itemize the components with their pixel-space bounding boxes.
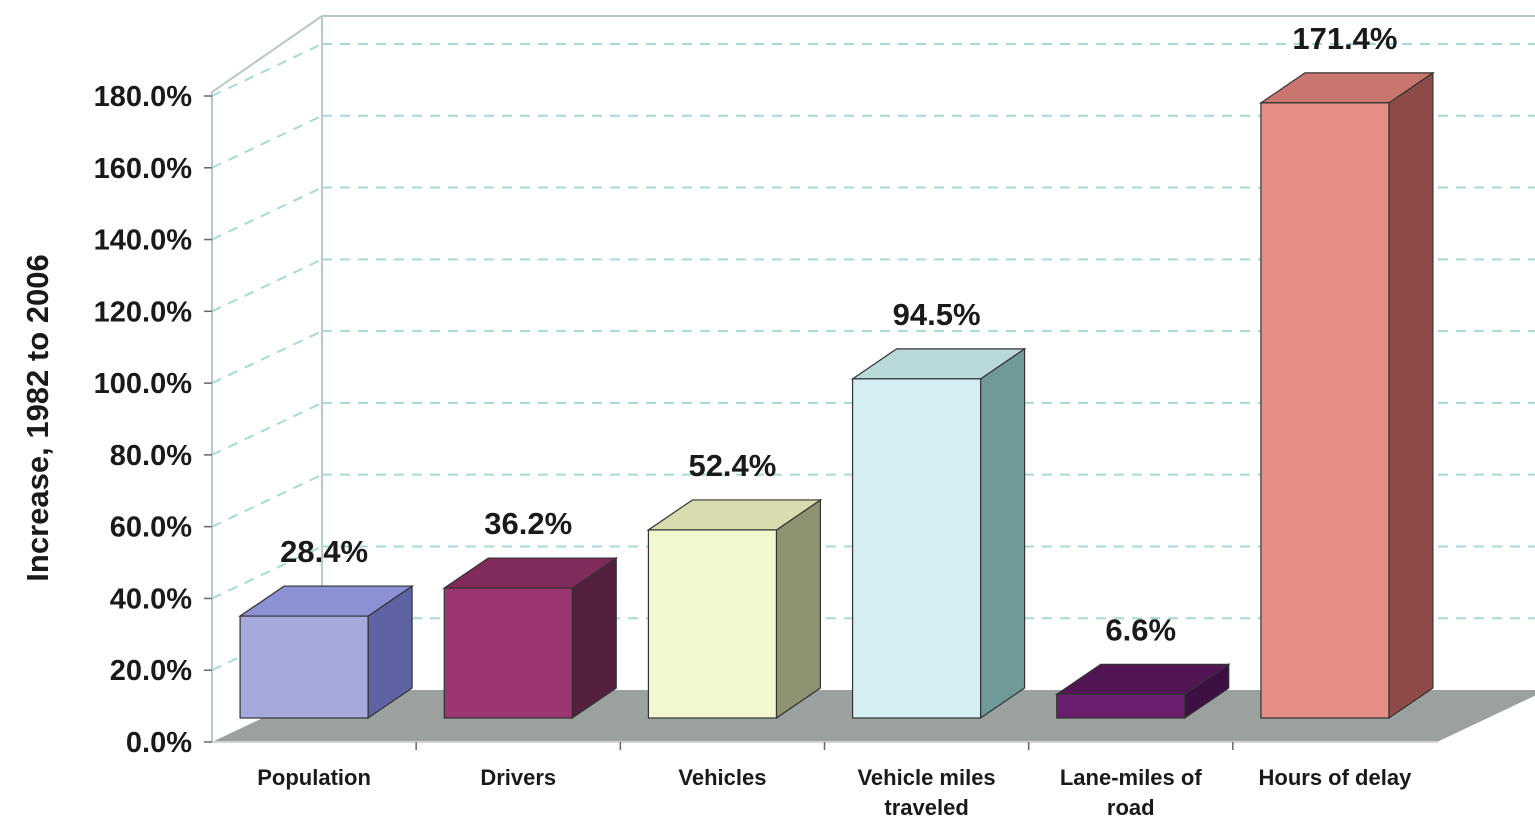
bar-front <box>1260 102 1390 719</box>
x-category-label: road <box>1107 795 1155 820</box>
side-gridline <box>211 186 323 241</box>
y-tick-label: 120.0% <box>94 296 193 328</box>
left-wall-edge <box>211 15 323 742</box>
bar <box>1054 663 1231 720</box>
bar-front <box>239 615 369 719</box>
bar-side <box>1388 71 1434 720</box>
chart-walls <box>211 15 1535 742</box>
side-gridline <box>211 330 323 385</box>
data-label: 52.4% <box>688 448 776 483</box>
y-axis-ticks: 0.0% 20.0% 40.0% 60.0% 80.0% 100.0% 120.0% 140.… <box>94 81 212 759</box>
data-labels: 28.4% 36.2% 52.4% 94.5% 6.6% 171.4% <box>280 21 1397 647</box>
bar-front <box>1056 693 1186 719</box>
bar-side <box>775 498 822 720</box>
x-category-label: Drivers <box>480 765 556 790</box>
side-gridline <box>211 43 323 97</box>
bar <box>238 584 415 720</box>
bar-front <box>443 587 573 719</box>
x-category-label: Population <box>257 765 371 790</box>
y-tick-label: 0.0% <box>126 727 192 759</box>
bar <box>442 556 619 720</box>
bar-side <box>979 347 1026 720</box>
x-category-label: traveled <box>884 795 968 820</box>
bar-front <box>647 529 778 719</box>
side-gridline <box>211 545 323 600</box>
bar <box>1258 71 1435 720</box>
side-gridline <box>211 258 323 313</box>
bars <box>238 71 1435 720</box>
y-tick-label: 40.0% <box>110 583 192 615</box>
bar-front <box>851 378 982 719</box>
side-gridline <box>211 473 323 528</box>
x-category-label: Hours of delay <box>1259 765 1413 790</box>
y-tick-label: 100.0% <box>94 368 193 400</box>
data-label: 36.2% <box>484 506 572 541</box>
data-label: 28.4% <box>280 534 368 569</box>
data-label: 6.6% <box>1105 612 1176 647</box>
y-tick-label: 140.0% <box>94 225 193 257</box>
bar <box>850 347 1027 720</box>
side-gridline <box>211 401 323 456</box>
data-label: 171.4% <box>1292 21 1397 56</box>
x-category-label: Lane-miles of <box>1060 765 1202 790</box>
y-tick-label: 160.0% <box>94 153 193 185</box>
y-tick-label: 180.0% <box>94 81 193 113</box>
y-axis-label: Increase, 1982 to 2006 <box>20 254 55 581</box>
y-tick-label: 80.0% <box>110 440 192 472</box>
data-label: 94.5% <box>893 297 981 332</box>
x-category-label: Vehicles <box>678 765 766 790</box>
bar <box>646 498 823 720</box>
y-tick-label: 60.0% <box>110 512 192 544</box>
x-axis-categories: Population Drivers Vehicles Vehicle miles tr… <box>257 742 1412 820</box>
x-category-label: Vehicle miles <box>857 765 995 790</box>
side-gridline <box>211 114 323 169</box>
y-tick-label: 20.0% <box>110 655 192 687</box>
